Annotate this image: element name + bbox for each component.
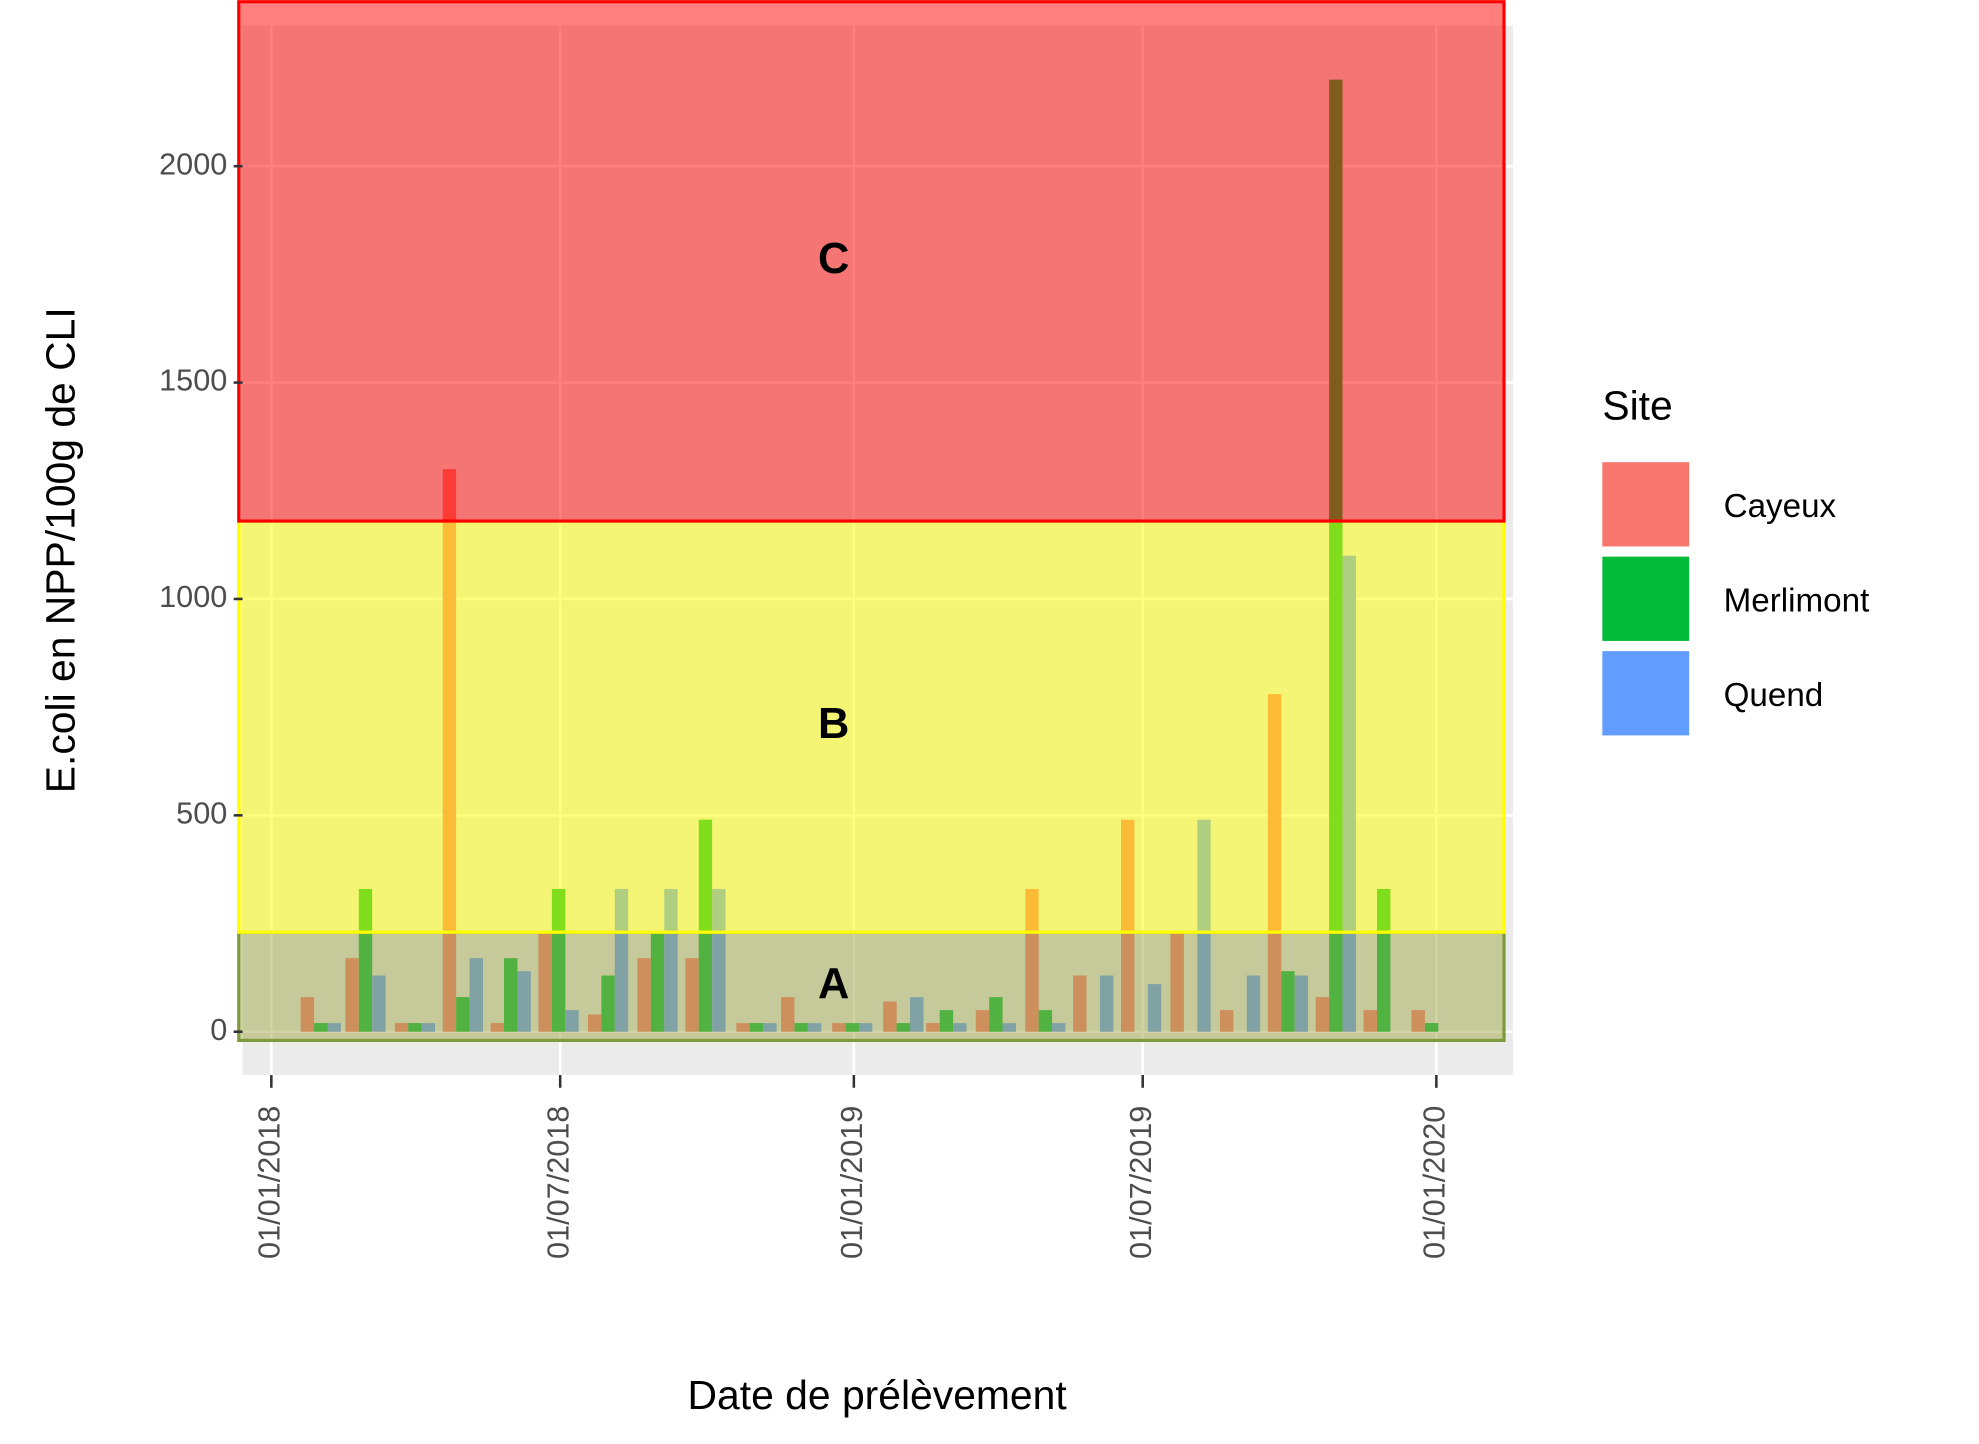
zone-label: A — [818, 960, 849, 1008]
x-tick-label: 01/01/2018 — [252, 1106, 286, 1259]
zone — [237, 519, 1506, 934]
x-tick-label: 01/07/2018 — [541, 1106, 575, 1259]
y-tick-label: 0 — [210, 1013, 227, 1047]
y-axis-title: E.coli en NPP/100g de CLI — [38, 307, 84, 793]
y-tick-label: 1500 — [159, 364, 227, 398]
zone-label: B — [818, 700, 849, 748]
legend-title: Site — [1602, 382, 1672, 428]
legend-key — [1602, 556, 1690, 641]
y-tick-label: 500 — [176, 796, 227, 830]
y-tick-label: 2000 — [159, 147, 227, 181]
legend-label: Merlimont — [1724, 582, 1870, 619]
zone-label: C — [818, 235, 849, 283]
legend-label: Quend — [1724, 677, 1824, 714]
legend-label: Cayeux — [1724, 488, 1837, 525]
x-axis-title: Date de prélèvement — [688, 1372, 1068, 1418]
x-tick-label: 01/07/2019 — [1124, 1106, 1158, 1259]
zone — [237, 0, 1506, 523]
x-tick-label: 01/01/2019 — [835, 1106, 869, 1259]
legend-key — [1602, 651, 1690, 736]
legend-key — [1602, 462, 1690, 547]
zone — [237, 930, 1506, 1042]
x-tick-label: 01/01/2020 — [1417, 1106, 1451, 1259]
y-tick-label: 1000 — [159, 580, 227, 614]
